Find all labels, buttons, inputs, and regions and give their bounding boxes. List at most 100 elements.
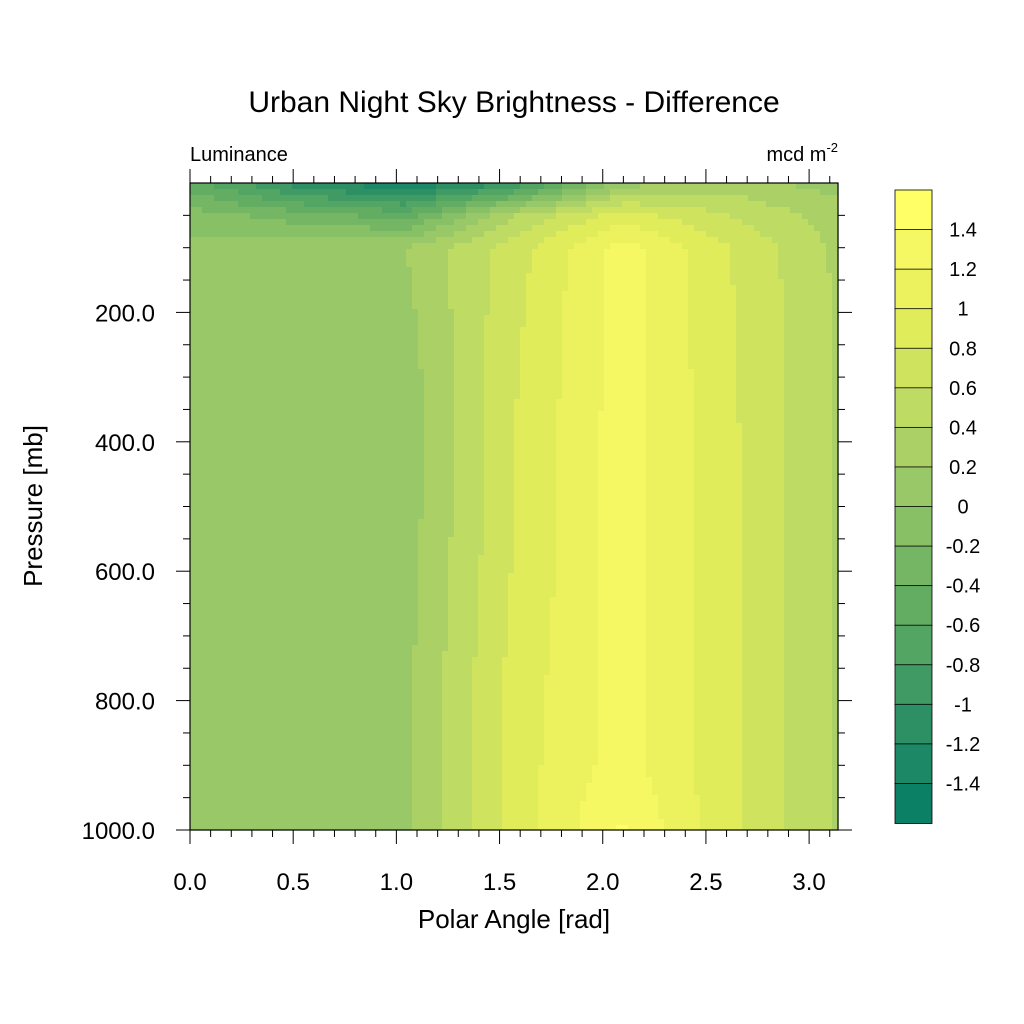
contour-cell bbox=[790, 231, 797, 238]
contour-cell bbox=[250, 297, 257, 304]
contour-cell bbox=[832, 297, 839, 304]
contour-cell bbox=[520, 201, 527, 208]
contour-cell bbox=[640, 195, 647, 202]
contour-cell bbox=[556, 249, 563, 256]
contour-cell bbox=[280, 345, 287, 352]
contour-cell bbox=[688, 267, 695, 274]
contour-cell bbox=[454, 225, 461, 232]
contour-cell bbox=[820, 273, 827, 280]
contour-cell bbox=[406, 357, 413, 364]
contour-cell bbox=[592, 447, 599, 454]
contour-cell bbox=[610, 303, 617, 310]
contour-cell bbox=[718, 327, 725, 334]
contour-cell bbox=[406, 375, 413, 382]
contour-cell bbox=[826, 231, 833, 238]
contour-cell bbox=[208, 279, 215, 286]
contour-cell bbox=[190, 219, 197, 226]
contour-cell bbox=[718, 339, 725, 346]
contour-cell bbox=[442, 231, 449, 238]
contour-cell bbox=[418, 189, 425, 196]
contour-cell bbox=[400, 237, 407, 244]
contour-cell bbox=[292, 291, 299, 298]
contour-cell bbox=[640, 201, 647, 208]
contour-cell bbox=[514, 219, 521, 226]
contour-cell bbox=[634, 399, 641, 406]
contour-cell bbox=[196, 267, 203, 274]
contour-cell bbox=[748, 189, 755, 196]
contour-cell bbox=[688, 201, 695, 208]
contour-cell bbox=[436, 255, 443, 262]
contour-cell bbox=[742, 333, 749, 340]
contour-cell bbox=[388, 201, 395, 208]
contour-cell bbox=[340, 423, 347, 430]
contour-cell bbox=[742, 237, 749, 244]
contour-cell bbox=[448, 315, 455, 322]
contour-cell bbox=[472, 315, 479, 322]
contour-cell bbox=[520, 189, 527, 196]
contour-cell bbox=[598, 273, 605, 280]
contour-cell bbox=[322, 321, 329, 328]
contour-cell bbox=[598, 219, 605, 226]
contour-cell bbox=[706, 369, 713, 376]
contour-cell bbox=[760, 327, 767, 334]
contour-cell bbox=[316, 183, 323, 190]
contour-cell bbox=[592, 429, 599, 436]
contour-cell bbox=[652, 201, 659, 208]
contour-cell bbox=[568, 279, 575, 286]
contour-cell bbox=[328, 381, 335, 388]
contour-cell bbox=[646, 291, 653, 298]
contour-cell bbox=[352, 405, 359, 412]
contour-cell bbox=[760, 207, 767, 214]
contour-cell bbox=[436, 261, 443, 268]
contour-cell bbox=[598, 339, 605, 346]
contour-cell bbox=[688, 321, 695, 328]
contour-cell bbox=[682, 345, 689, 352]
contour-cell bbox=[310, 423, 317, 430]
contour-cell bbox=[298, 273, 305, 280]
contour-cell bbox=[628, 411, 635, 418]
contour-cell bbox=[556, 321, 563, 328]
contour-cell bbox=[250, 249, 257, 256]
contour-cell bbox=[220, 453, 227, 460]
contour-cell bbox=[268, 255, 275, 262]
contour-cell bbox=[682, 435, 689, 442]
contour-cell bbox=[712, 273, 719, 280]
contour-cell bbox=[292, 231, 299, 238]
contour-cell bbox=[772, 261, 779, 268]
contour-cell bbox=[682, 333, 689, 340]
contour-cell bbox=[238, 321, 245, 328]
contour-cell bbox=[736, 357, 743, 364]
contour-cell bbox=[412, 363, 419, 370]
contour-cell bbox=[574, 249, 581, 256]
contour-cell bbox=[634, 249, 641, 256]
contour-cell bbox=[592, 411, 599, 418]
contour-cell bbox=[808, 411, 815, 418]
contour-cell bbox=[478, 405, 485, 412]
contour-cell bbox=[544, 363, 551, 370]
contour-cell bbox=[658, 309, 665, 316]
contour-cell bbox=[214, 363, 221, 370]
contour-cell bbox=[826, 237, 833, 244]
contour-cell bbox=[718, 279, 725, 286]
contour-cell bbox=[304, 243, 311, 250]
contour-cell bbox=[724, 369, 731, 376]
contour-cell bbox=[682, 351, 689, 358]
contour-cell bbox=[550, 399, 557, 406]
contour-cell bbox=[694, 291, 701, 298]
contour-cell bbox=[808, 315, 815, 322]
contour-cell bbox=[490, 237, 497, 244]
contour-cell bbox=[598, 291, 605, 298]
contour-cell bbox=[370, 369, 377, 376]
contour-cell bbox=[310, 237, 317, 244]
contour-cell bbox=[424, 441, 431, 448]
contour-cell bbox=[466, 207, 473, 214]
contour-cell bbox=[580, 327, 587, 334]
contour-cell bbox=[250, 345, 257, 352]
contour-cell bbox=[658, 405, 665, 412]
contour-cell bbox=[262, 393, 269, 400]
contour-cell bbox=[202, 243, 209, 250]
contour-cell bbox=[388, 351, 395, 358]
contour-cell bbox=[718, 453, 725, 460]
contour-cell bbox=[442, 453, 449, 460]
contour-cell bbox=[196, 399, 203, 406]
